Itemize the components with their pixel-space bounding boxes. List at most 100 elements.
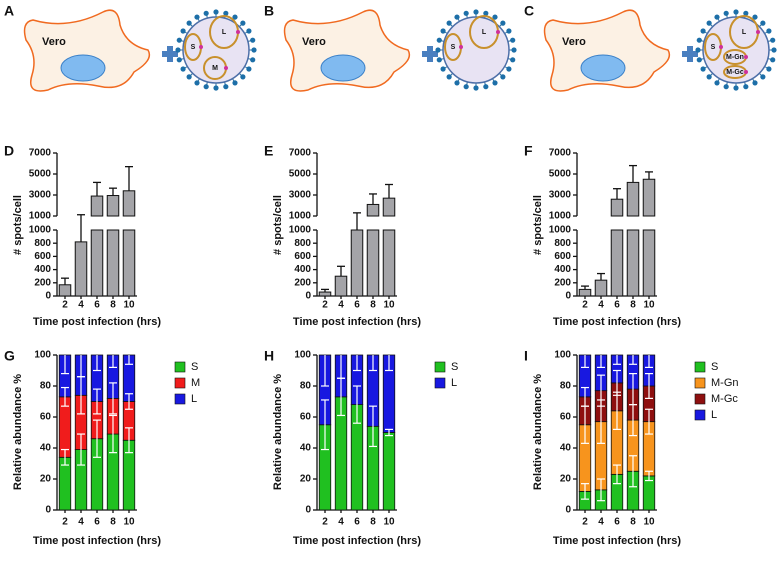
y-tick-label: 3000 [29,190,52,201]
x-tick-label: 4 [598,517,604,528]
cell [543,9,671,92]
x-tick-label: 8 [630,300,636,311]
legend-swatch [174,361,186,373]
spike-head [240,20,246,26]
x-axis-label: Time post infection (hrs) [293,535,421,547]
segment-end [744,55,748,59]
bar [642,178,656,217]
spike-head [766,66,772,72]
x-tick-label: 8 [630,517,636,528]
y-tick-label: 20 [560,474,572,485]
spike-head [492,14,498,20]
segment-end [199,45,203,49]
y-axis-label: # spots/cell [272,195,284,255]
spike-head [176,57,182,63]
spike-head [771,47,777,53]
y-tick-label: 3000 [289,190,312,201]
x-tick-label: 6 [94,300,100,311]
segment-end [719,45,723,49]
bar-segment [382,432,396,511]
y-tick-label: 800 [554,238,571,249]
spike-head [510,37,516,43]
y-tick-label: 1000 [289,211,312,222]
x-tick-label: 10 [123,300,135,311]
y-axis-label: Relative abundance % [532,374,544,490]
x-tick-label: 6 [354,517,360,528]
spike-head [696,37,702,43]
x-axis-label: Time post infection (hrs) [293,316,421,328]
spike-head [706,74,712,80]
spike-head [743,10,749,16]
legend-label: S [451,361,458,373]
x-tick-label: 4 [78,300,84,311]
x-tick-label: 8 [110,300,116,311]
x-tick-label: 10 [643,300,655,311]
spike-head [473,85,479,91]
nucleus [320,54,366,82]
spike-head [213,9,219,15]
spike-head [473,9,479,15]
y-tick-label: 5000 [549,169,572,180]
y-tick-label: 5000 [29,169,52,180]
spike-head [194,80,200,86]
x-axis-label: Time post infection (hrs) [33,316,161,328]
spike-head [454,14,460,20]
y-axis-label: # spots/cell [532,195,544,255]
x-tick-label: 2 [62,517,68,528]
x-tick-label: 4 [78,517,84,528]
y-tick-label: 80 [560,381,572,392]
spike-head [436,57,442,63]
x-tick-label: 4 [338,517,344,528]
spike-head [733,9,739,15]
y-tick-label: 0 [305,505,311,516]
y-tick-label: 100 [554,350,571,361]
bar [594,279,608,297]
bar [626,181,640,217]
spike-head [175,47,181,53]
legend-label: S [711,361,718,373]
cell-label: Vero [562,36,586,48]
spike-head [440,28,446,34]
bar [122,190,136,217]
spike-head [240,74,246,80]
bar [366,229,380,297]
bar [626,229,640,297]
spike-head [232,14,238,20]
x-tick-label: 2 [582,517,588,528]
panel-letter: B [264,3,274,19]
segment-label: S [711,44,716,51]
segment-end [224,66,228,70]
y-tick-label: 800 [294,238,311,249]
y-tick-label: 1000 [289,225,312,236]
x-tick-label: 10 [383,300,395,311]
spike-head [435,47,441,53]
virion [182,16,250,84]
y-tick-label: 0 [305,291,311,302]
spike-head [510,57,516,63]
legend-swatch [694,393,706,405]
spike-head [723,84,729,90]
y-tick-label: 0 [45,291,51,302]
segment-label: S [451,44,456,51]
spike-head [446,74,452,80]
x-axis-label: Time post infection (hrs) [33,535,161,547]
legend-label: L [711,409,717,421]
bar [578,288,592,297]
panel-letter: G [4,348,15,364]
cell-label: Vero [42,36,66,48]
spike-head [752,80,758,86]
panel-letter: I [524,348,528,364]
legend-label: M [191,377,200,389]
y-tick-label: 7000 [29,148,52,159]
spike-head [714,14,720,20]
segment-label: L [742,29,747,36]
spike-head [506,28,512,34]
y-tick-label: 20 [300,474,312,485]
spike-head [440,66,446,72]
diagram: Vero S L M [23,9,257,92]
y-tick-label: 7000 [549,148,572,159]
x-tick-label: 2 [322,517,328,528]
y-tick-label: 400 [294,264,311,275]
y-tick-label: 800 [34,238,51,249]
